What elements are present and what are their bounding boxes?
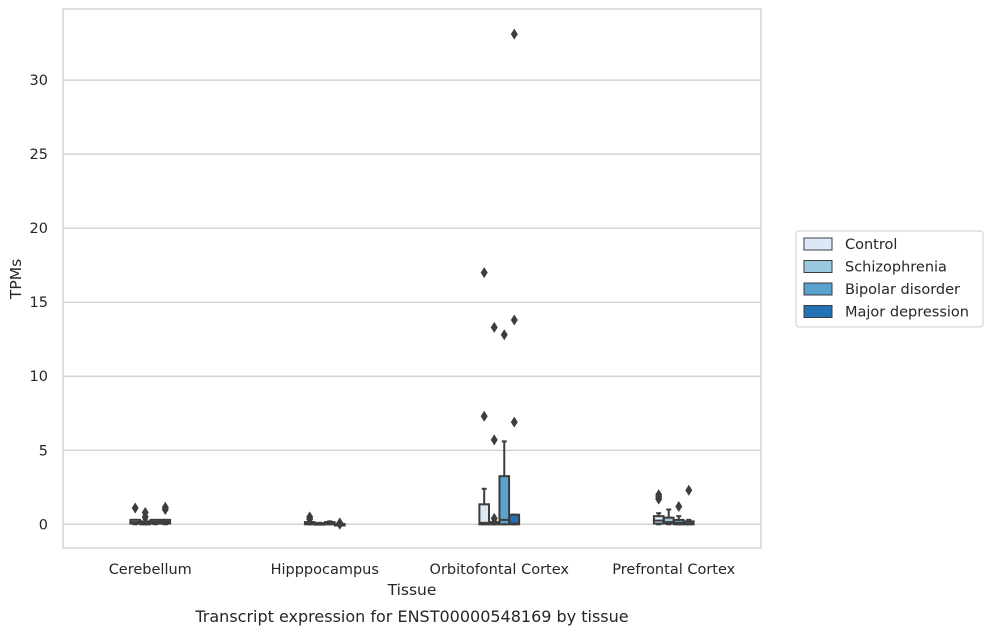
box-group [149, 518, 162, 526]
legend-swatch [803, 260, 833, 273]
box-group [313, 521, 326, 526]
legend-entries: Control Schizophrenia Bipolar disorder Majo… [803, 237, 969, 321]
plot-area-background [63, 9, 761, 548]
y-tick-label: 15 [30, 295, 48, 311]
box-group [129, 502, 142, 526]
legend-label: Major depression [845, 305, 969, 321]
outlier-point [490, 512, 498, 524]
gridlines [63, 79, 761, 525]
chart-caption: Transcript expression for ENST0000054816… [194, 607, 628, 626]
x-tick-label: Hipppocampus [271, 562, 379, 578]
outlier-point [131, 502, 139, 514]
outlier-point [685, 484, 693, 496]
x-tick-label: Cerebellum [109, 562, 192, 578]
box-group [488, 321, 501, 526]
outlier-point [480, 410, 488, 422]
y-tick-label: 0 [39, 517, 48, 533]
box-group [682, 484, 695, 526]
legend-swatch [803, 282, 833, 296]
box [498, 475, 511, 526]
x-axis-label: Tissue [387, 581, 437, 599]
y-tick-label: 25 [30, 147, 48, 163]
box-group [498, 329, 511, 526]
y-tick-label: 10 [30, 369, 48, 385]
box-group [333, 517, 346, 530]
outlier-point [161, 501, 169, 513]
outlier-point [336, 517, 344, 529]
outlier-point [675, 501, 683, 513]
x-tick-label: Prefrontal Cortex [612, 562, 735, 578]
legend-label: Control [845, 237, 897, 253]
box-plot-series [129, 28, 695, 530]
y-tick-label: 30 [30, 73, 48, 89]
box-group [508, 28, 521, 526]
outlier-point [306, 511, 314, 523]
outlier-point [480, 267, 488, 279]
legend-label: Bipolar disorder [845, 282, 960, 298]
outlier-point [510, 28, 518, 40]
box-group [323, 520, 336, 526]
x-tick-label: Orbitofontal Cortex [430, 562, 570, 578]
outlier-point [141, 506, 149, 518]
box-group [652, 489, 665, 526]
box-group [159, 501, 172, 526]
outlier-point [490, 321, 498, 333]
legend-swatch [803, 305, 833, 318]
plot-area-frame [62, 8, 762, 549]
box [478, 503, 491, 526]
x-tick-labels: Cerebellum Hipppocampus Orbitofontal Corte… [109, 562, 736, 578]
outlier-point [490, 434, 498, 446]
outlier-point [510, 314, 518, 326]
outlier-point [500, 329, 508, 341]
y-tick-label: 5 [39, 443, 48, 459]
y-tick-label: 20 [30, 221, 48, 237]
y-tick-labels: 0 5 10 15 20 25 30 [30, 73, 48, 533]
legend-swatch [803, 237, 833, 251]
legend: Control Schizophrenia Bipolar disorder Majo… [795, 230, 984, 328]
y-axis-label: TPMs [7, 259, 25, 300]
legend-frame [795, 230, 984, 328]
box-group [303, 511, 316, 526]
outlier-point [510, 416, 518, 428]
outlier-point [655, 489, 663, 501]
legend-label: Schizophrenia [845, 260, 947, 276]
box-group [672, 501, 685, 526]
box-group [478, 267, 491, 526]
